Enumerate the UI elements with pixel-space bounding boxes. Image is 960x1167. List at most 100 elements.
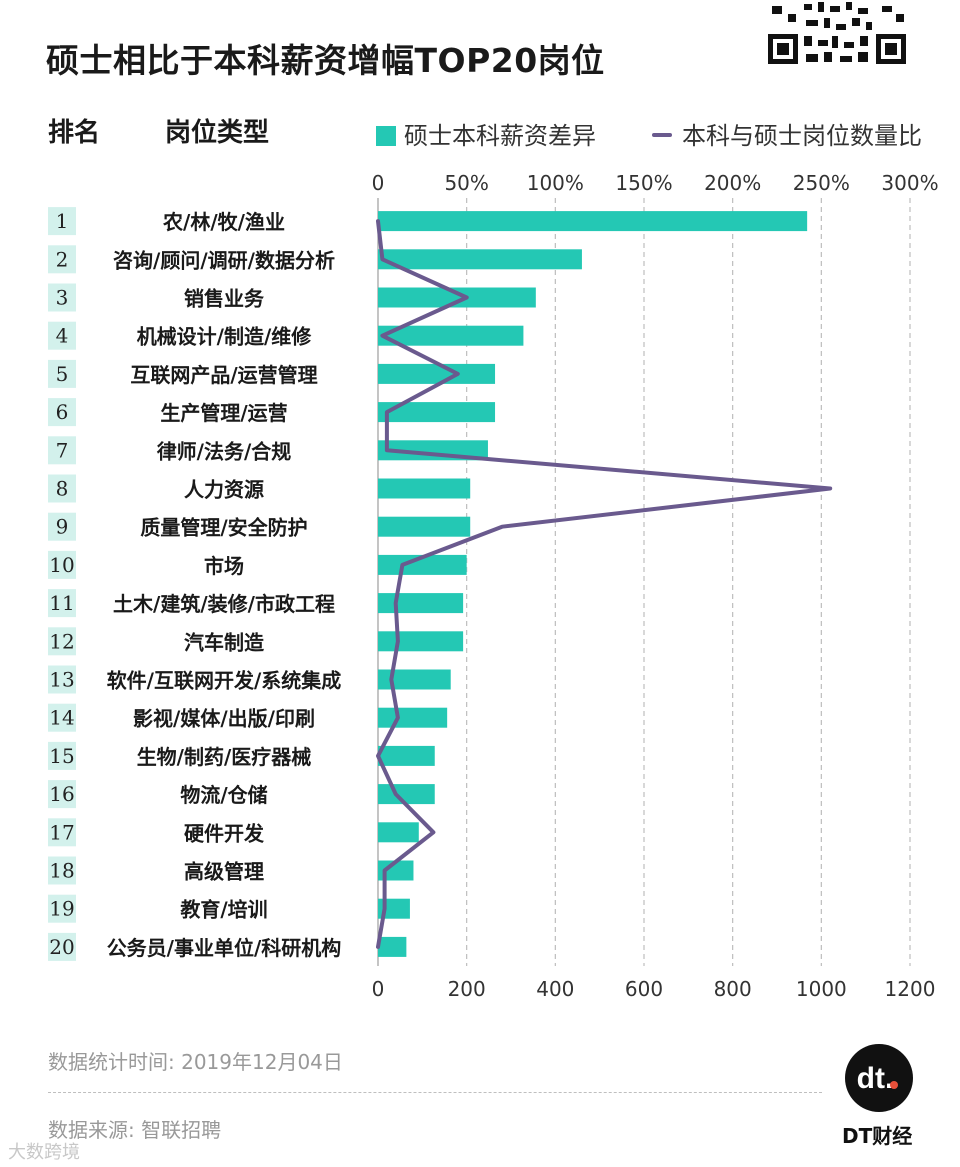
rank-number: 14 (49, 706, 74, 730)
category-label: 软件/互联网开发/系统集成 (107, 669, 342, 693)
bar (378, 402, 496, 423)
rank-badge (48, 245, 76, 274)
bar (378, 707, 448, 728)
rank-number: 19 (49, 897, 74, 921)
stats-time: 数据统计时间: 2019年12月04日 (48, 1050, 343, 1074)
rank-badge (48, 780, 76, 809)
bottom-axis-tick-label: 0 (372, 977, 385, 1001)
legend-bar-swatch (376, 126, 396, 146)
category-label: 销售业务 (184, 287, 265, 311)
rank-badge (48, 818, 76, 847)
rank-number: 11 (49, 591, 74, 615)
rank-number: 9 (56, 515, 69, 539)
category-label: 咨询/顾问/调研/数据分析 (113, 248, 335, 272)
rank-number: 16 (49, 782, 74, 806)
bottom-axis-tick-label: 200 (448, 977, 486, 1001)
rank-number: 4 (56, 324, 69, 348)
bar (378, 784, 435, 805)
rank-number: 5 (56, 362, 69, 386)
chart: 0 50% 100% 150% 200% 250% 300% 0 200 400 600 800 100… (48, 171, 939, 1001)
rank-number: 2 (56, 247, 69, 271)
rank-badge (48, 741, 76, 770)
chart-title: 硕士相比于本科薪资增幅TOP20岗位 (46, 41, 605, 80)
legend-line-label: 本科与硕士岗位数量比 (682, 122, 922, 150)
top-axis-tick-label: 150% (615, 171, 672, 195)
top-axis-tick-label: 0 (372, 171, 385, 195)
category-label: 机械设计/制造/维修 (137, 325, 313, 349)
category-label: 物流/仓储 (180, 783, 267, 807)
logo-mark: dt. (857, 1062, 894, 1095)
rank-badge (48, 359, 76, 388)
bottom-axis-tick-label: 1000 (796, 977, 847, 1001)
top-axis-tick-label: 300% (881, 171, 938, 195)
rank-number: 17 (49, 820, 74, 844)
top-axis-tick-label: 200% (704, 171, 761, 195)
type-column-header: 岗位类型 (165, 118, 270, 148)
bar (378, 631, 464, 652)
bar (378, 516, 471, 537)
rank-badge (48, 550, 76, 579)
category-label: 律师/法务/合规 (157, 439, 292, 463)
rank-number: 7 (56, 438, 69, 462)
series-line (376, 219, 833, 949)
rank-badge (48, 589, 76, 618)
rank-number: 20 (49, 935, 74, 959)
legend-line: 本科与硕士岗位数量比 (652, 116, 922, 151)
rank-number: 10 (49, 553, 74, 577)
rank-badge (48, 665, 76, 694)
category-label: 质量管理/安全防护 (140, 516, 307, 540)
rank-badge (48, 703, 76, 732)
top-axis-tick-label: 50% (444, 171, 488, 195)
data-source: 数据来源: 智联招聘 (48, 1118, 222, 1142)
category-label: 教育/培训 (180, 898, 267, 922)
rank-number: 13 (49, 668, 74, 692)
category-label: 生产管理/运营 (160, 401, 287, 425)
dt-logo-icon: dt. (845, 1044, 913, 1112)
bar (378, 860, 414, 881)
category-label: 影视/媒体/出版/印刷 (133, 707, 315, 731)
bottom-axis-tick-label: 400 (536, 977, 574, 1001)
legend-bar: 硕士本科薪资差异 (376, 116, 596, 151)
bar (378, 669, 451, 690)
logo-text: DT财经 (842, 1124, 913, 1148)
bar (378, 363, 496, 384)
category-label: 汽车制造 (184, 630, 265, 654)
rank-number: 8 (56, 477, 69, 501)
rank-badge (48, 207, 76, 236)
bottom-axis-tick-label: 600 (625, 977, 663, 1001)
rank-badge (48, 398, 76, 427)
category-label: 高级管理 (184, 860, 264, 884)
bar (378, 936, 407, 957)
category-label: 市场 (204, 554, 244, 578)
bar (378, 325, 524, 346)
category-label: 生物/制药/医疗器械 (137, 745, 312, 769)
bar (378, 593, 464, 614)
rank-badge (48, 512, 76, 541)
category-label: 土木/建筑/装修/市政工程 (113, 592, 335, 616)
bar (378, 822, 419, 843)
corner-watermark: 大数跨境 (8, 1142, 80, 1163)
rank-column-header: 排名 (48, 118, 101, 148)
qr-code-icon (766, 0, 908, 66)
rank-badge (48, 932, 76, 961)
legend-line-swatch (652, 133, 672, 137)
bar (378, 287, 536, 308)
category-label: 硬件开发 (184, 821, 265, 845)
footer-divider (48, 1092, 822, 1093)
category-label: 人力资源 (184, 478, 264, 502)
rank-badge (48, 474, 76, 503)
category-label: 互联网产品/运营管理 (130, 363, 317, 387)
rank-badge (48, 283, 76, 312)
rank-badge (48, 436, 76, 465)
legend-bar-label: 硕士本科薪资差异 (404, 122, 596, 150)
rank-badge (48, 321, 76, 350)
top-axis-tick-label: 100% (527, 171, 584, 195)
rank-number: 1 (56, 209, 69, 233)
bar (378, 745, 435, 766)
bar (378, 249, 582, 270)
bar (378, 211, 808, 232)
rank-number: 18 (49, 859, 74, 883)
rank-badge (48, 627, 76, 656)
top-axis-tick-label: 250% (793, 171, 850, 195)
rank-badge (48, 856, 76, 885)
